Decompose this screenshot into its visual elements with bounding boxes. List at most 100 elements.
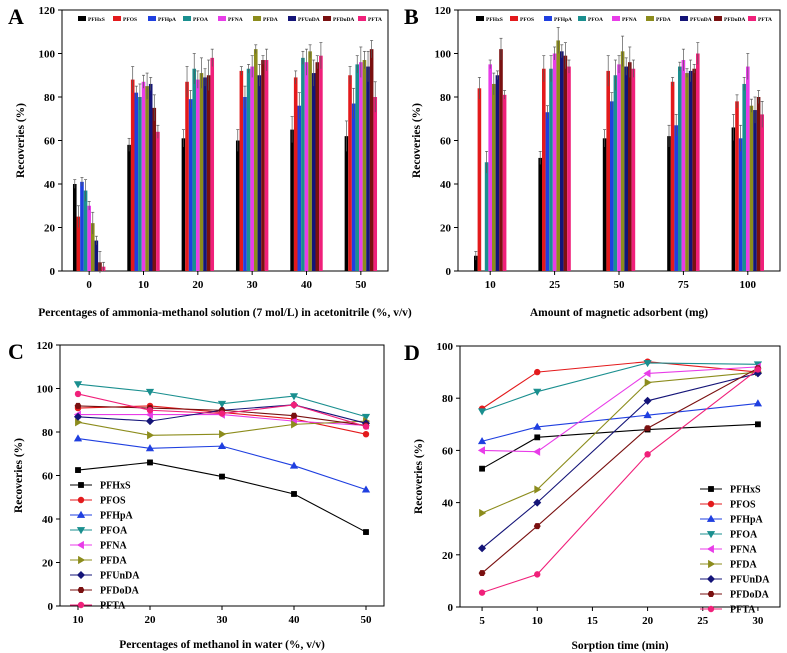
data-point <box>533 523 541 530</box>
data-point <box>75 418 83 427</box>
bar <box>87 205 91 271</box>
x-tick-label: 50 <box>361 614 373 626</box>
legend-label: PFDoDA <box>730 590 770 601</box>
bar <box>319 55 323 271</box>
data-point <box>289 461 299 469</box>
legend-swatch <box>323 16 331 21</box>
panel-label: B <box>404 4 419 29</box>
legend-swatch <box>113 16 121 21</box>
legend: PFHxS PFOS PFHpA PFOA PFNA PFDA PFUnDA PFDoDA PF… <box>70 481 140 612</box>
x-tick-label: 75 <box>678 279 690 291</box>
bar <box>681 60 686 272</box>
data-point <box>534 485 542 494</box>
y-tick-label: 80 <box>440 92 452 104</box>
bar <box>76 216 81 271</box>
bar <box>696 53 700 271</box>
data-point <box>479 465 485 472</box>
bar <box>83 190 88 271</box>
bar <box>678 66 682 271</box>
bar <box>239 70 244 272</box>
legend-swatch <box>148 16 156 21</box>
legend: PFHxS PFOS PFHpA PFOA PFNA PFDA PFUnDA PFDoDA PF… <box>78 16 382 23</box>
data-point <box>73 412 83 421</box>
legend-marker <box>707 605 715 613</box>
plot-frame <box>459 345 781 608</box>
bar <box>148 83 153 271</box>
legend-label: PFUnDA <box>730 575 770 586</box>
x-axis-label: Percentages of ammonia-methanol solution… <box>38 307 412 319</box>
data-point <box>477 446 485 455</box>
bar <box>359 62 363 272</box>
x-tick-label: 30 <box>247 279 259 291</box>
bar <box>94 240 99 271</box>
bar <box>749 105 754 271</box>
data-point <box>291 491 297 497</box>
data-point <box>145 388 155 396</box>
bar <box>502 94 507 271</box>
x-tick-label: 25 <box>549 279 561 291</box>
legend-label: PFDA <box>263 17 278 23</box>
series-line <box>481 369 759 594</box>
legend-label: PFNA <box>622 17 637 23</box>
bar <box>670 81 675 272</box>
legend-label: PFNA <box>100 541 127 552</box>
bar <box>499 49 503 272</box>
legend-label: PFOS <box>730 500 756 511</box>
bar <box>156 131 160 271</box>
bar <box>606 70 610 272</box>
legend-marker <box>706 574 716 584</box>
bar <box>613 75 618 271</box>
legend-swatch <box>612 16 620 21</box>
data-point <box>145 417 155 426</box>
data-point <box>533 388 542 396</box>
x-tick-label: 50 <box>614 279 626 291</box>
bar <box>348 75 352 271</box>
y-tick-label: 60 <box>442 445 454 457</box>
bar <box>344 136 349 271</box>
legend-swatch <box>78 16 86 21</box>
y-tick-label: 20 <box>44 223 56 235</box>
data-point <box>75 467 81 473</box>
y-tick-label: 80 <box>44 92 56 104</box>
bar <box>188 99 193 271</box>
bar <box>753 110 757 271</box>
y-tick-label: 20 <box>442 550 454 562</box>
data-point <box>218 410 226 417</box>
x-tick-label: 10 <box>485 279 497 291</box>
series-line <box>481 372 759 549</box>
bar <box>731 127 736 271</box>
bar <box>315 62 320 272</box>
bar <box>264 60 269 272</box>
bar <box>308 51 312 272</box>
bar <box>297 105 302 271</box>
legend-label: PFDoDA <box>100 586 140 597</box>
y-tick-label: 20 <box>42 558 54 570</box>
data-point <box>644 451 651 458</box>
legend-swatch <box>714 16 722 21</box>
bar <box>261 60 265 272</box>
data-point <box>478 544 487 553</box>
data-point <box>534 571 541 578</box>
bar <box>235 140 240 271</box>
legend-label: PFDA <box>100 556 127 567</box>
legend-marker <box>76 510 86 518</box>
x-tick-label: 20 <box>642 615 654 627</box>
data-point <box>478 570 486 577</box>
y-axis-label: Recoveries (%) <box>411 103 423 178</box>
data-point <box>644 378 652 387</box>
bar <box>620 51 625 272</box>
bar <box>181 138 186 271</box>
bar <box>246 68 251 271</box>
bar <box>474 255 478 271</box>
data-point <box>643 410 652 419</box>
y-tick-label: 120 <box>39 5 56 17</box>
bar <box>130 79 135 271</box>
bar <box>373 97 378 271</box>
data-point <box>644 425 652 432</box>
bar <box>492 83 496 271</box>
legend-label: PFUnDA <box>298 17 320 23</box>
data-point <box>363 529 369 535</box>
legend-label: PFDA <box>730 560 757 571</box>
bar <box>210 57 215 271</box>
series-line <box>481 362 758 412</box>
